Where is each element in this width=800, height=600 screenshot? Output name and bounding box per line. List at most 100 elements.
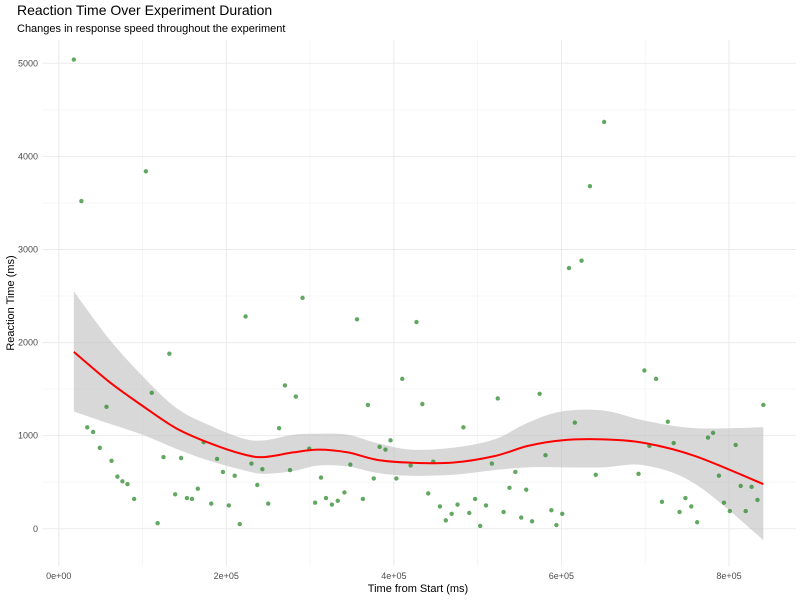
- data-point: [408, 463, 413, 468]
- data-point: [260, 466, 265, 472]
- data-point: [394, 476, 399, 481]
- x-tick-label: 2e+05: [214, 571, 239, 581]
- data-point: [383, 447, 388, 452]
- data-point: [71, 57, 77, 62]
- data-point: [189, 496, 195, 502]
- data-point: [85, 425, 90, 430]
- data-point: [601, 119, 607, 125]
- data-point: [524, 487, 529, 492]
- data-point: [226, 503, 232, 508]
- data-point: [733, 442, 738, 448]
- data-point: [342, 490, 347, 495]
- data-point: [477, 523, 483, 529]
- data-point: [560, 511, 565, 517]
- data-point: [519, 515, 524, 520]
- x-tick-label: 0e+00: [46, 571, 71, 581]
- data-point: [335, 498, 340, 504]
- data-point: [79, 198, 84, 204]
- y-axis-title: Reaction Time (ms): [5, 255, 17, 350]
- data-point: [209, 501, 214, 506]
- data-point: [371, 476, 376, 481]
- y-tick-label: 1000: [18, 431, 38, 441]
- data-point: [443, 518, 449, 523]
- data-point: [300, 295, 305, 301]
- data-point: [232, 473, 237, 478]
- confidence-band-layer: [73, 291, 764, 540]
- data-point: [437, 504, 443, 509]
- data-point: [761, 402, 766, 408]
- data-point: [501, 509, 506, 515]
- data-point: [513, 469, 518, 475]
- data-point: [683, 495, 688, 501]
- data-point: [689, 504, 694, 509]
- data-point: [360, 496, 366, 502]
- data-point: [642, 368, 647, 373]
- data-point: [109, 458, 114, 463]
- data-point: [243, 314, 248, 319]
- chart-title: Reaction Time Over Experiment Duration: [17, 2, 272, 18]
- data-point: [549, 507, 554, 513]
- grid: [42, 40, 796, 566]
- data-point: [449, 511, 454, 517]
- data-point: [149, 390, 154, 396]
- data-point: [665, 419, 671, 424]
- data-point: [329, 502, 335, 507]
- data-point: [467, 510, 472, 516]
- data-point: [738, 483, 743, 489]
- data-point: [653, 376, 659, 382]
- data-point: [178, 455, 184, 461]
- data-point: [749, 484, 754, 490]
- data-point: [659, 499, 665, 504]
- data-point: [312, 500, 318, 505]
- data-point: [743, 508, 748, 514]
- data-point: [161, 454, 166, 460]
- x-tick-label: 4e+05: [381, 571, 406, 581]
- data-point: [721, 500, 727, 505]
- data-point: [705, 435, 711, 440]
- data-point: [276, 426, 282, 431]
- y-tick-label: 5000: [18, 58, 38, 68]
- data-point: [354, 317, 360, 322]
- data-point: [318, 475, 324, 480]
- data-point: [237, 521, 242, 527]
- data-point: [572, 420, 578, 425]
- data-point: [472, 496, 478, 502]
- data-point: [143, 169, 149, 174]
- x-tick-label: 6e+05: [549, 571, 574, 581]
- data-point: [677, 509, 682, 515]
- data-point: [579, 258, 584, 263]
- data-point: [543, 453, 548, 458]
- data-point: [167, 351, 172, 356]
- data-point: [400, 376, 405, 382]
- data-point: [716, 473, 722, 478]
- data-point: [420, 401, 425, 407]
- data-point: [489, 461, 495, 466]
- x-tick-label: 8e+05: [716, 571, 741, 581]
- data-point: [255, 482, 260, 488]
- data-point: [120, 479, 125, 484]
- data-point: [173, 492, 178, 497]
- data-point: [537, 391, 542, 396]
- data-point: [414, 319, 419, 325]
- smooth-line: [73, 351, 764, 485]
- data-point: [155, 520, 160, 526]
- data-point: [507, 485, 512, 490]
- data-point: [529, 519, 535, 524]
- data-point: [755, 497, 760, 503]
- data-point: [566, 265, 572, 271]
- data-point: [461, 425, 466, 430]
- data-point: [388, 438, 393, 443]
- x-axis-ticks: 0e+00 2e+05 4e+05 6e+05 8e+05: [46, 571, 742, 581]
- data-point: [115, 474, 120, 479]
- data-point: [249, 461, 254, 466]
- data-point: [593, 472, 598, 477]
- data-point: [293, 394, 299, 399]
- data-point: [220, 469, 226, 475]
- data-point: [90, 429, 96, 435]
- data-point: [671, 440, 676, 446]
- data-point: [266, 501, 271, 506]
- data-point: [727, 508, 733, 514]
- data-point: [195, 486, 201, 491]
- x-axis-title: Time from Start (ms): [368, 583, 468, 595]
